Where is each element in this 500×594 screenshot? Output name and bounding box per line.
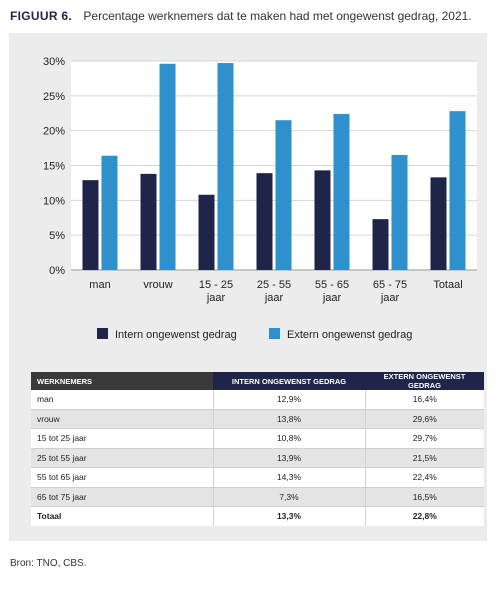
figure-title: FIGUUR 6. Percentage werknemers dat te m…	[10, 9, 472, 23]
row-intern: 10,8%	[212, 428, 366, 449]
row-label: 15 tot 25 jaar	[31, 428, 213, 449]
row-extern: 22,4%	[365, 467, 484, 488]
figure-caption: Percentage werknemers dat te maken had m…	[83, 9, 472, 23]
row-intern: 12,9%	[212, 390, 366, 410]
y-tick-label: 15%	[43, 161, 65, 173]
bar-extern	[101, 155, 118, 270]
bar-intern	[314, 170, 331, 270]
figure-panel: 0% 5% 10% 15% 20% 25% 30% man vrouw 15 - 25 jaar 25…	[9, 33, 487, 541]
bar-extern	[217, 63, 234, 271]
x-tick-label: jaar	[380, 292, 400, 304]
legend-label: Intern ongewenst gedrag	[115, 329, 237, 341]
y-tick-label: 30%	[43, 56, 65, 68]
header-extern: EXTERN ONGEWENST GEDRAG	[365, 372, 484, 390]
bar-intern	[140, 173, 157, 270]
header-intern: INTERN ONGEWENST GEDRAG	[213, 372, 365, 390]
bar-extern	[391, 155, 408, 270]
row-label: 55 tot 65 jaar	[31, 467, 213, 488]
x-tick-label: 65 - 75	[373, 279, 407, 291]
bar-intern	[82, 180, 99, 270]
y-tick-label: 5%	[49, 230, 65, 242]
table-header-row: WERKNEMERS INTERN ONGEWENST GEDRAG EXTER…	[31, 372, 484, 390]
legend-swatch	[269, 328, 280, 339]
table-row: 15 tot 25 jaar 10,8% 29,7%	[31, 428, 484, 449]
total-extern: 22,8%	[365, 506, 484, 526]
bar-intern	[372, 219, 389, 270]
x-tick-label: jaar	[206, 292, 226, 304]
bar-intern	[198, 194, 215, 270]
bar-extern	[449, 111, 466, 270]
table-row: vrouw 13,8% 29,6%	[31, 409, 484, 429]
bar-intern	[430, 177, 447, 270]
row-extern: 29,6%	[365, 409, 484, 429]
table-row: man 12,9% 16,4%	[31, 390, 484, 410]
legend-swatch	[97, 328, 108, 339]
row-intern: 7,3%	[212, 487, 366, 507]
row-extern: 16,4%	[365, 390, 484, 410]
row-intern: 14,3%	[212, 467, 366, 488]
table-row: 65 tot 75 jaar 7,3% 16,5%	[31, 487, 484, 507]
x-tick-label: 15 - 25	[199, 279, 233, 291]
y-tick-label: 25%	[43, 91, 65, 103]
bar-chart: 0%5%10%15%20%25%30%man vrouw 15 - 25jaar25…	[43, 56, 477, 341]
row-label: 65 tot 75 jaar	[31, 487, 213, 507]
data-table: WERKNEMERS INTERN ONGEWENST GEDRAG EXTER…	[31, 372, 484, 526]
figure-label: FIGUUR 6.	[10, 9, 73, 23]
bar-extern	[159, 63, 176, 270]
bar-extern	[333, 113, 350, 271]
x-tick-label: 25 - 55	[257, 279, 291, 291]
y-tick-label: 20%	[43, 126, 65, 138]
x-tick-label: jaar	[322, 292, 342, 304]
row-intern: 13,8%	[212, 409, 366, 429]
row-label: man	[31, 390, 213, 410]
row-extern: 16,5%	[365, 487, 484, 507]
header-werknemers: WERKNEMERS	[31, 372, 213, 390]
total-intern: 13,3%	[212, 506, 366, 526]
row-label: 25 tot 55 jaar	[31, 448, 213, 468]
x-tick-label: Totaal	[433, 279, 462, 291]
row-label: vrouw	[31, 409, 213, 429]
y-tick-label: 10%	[43, 195, 65, 207]
table-total-row: Totaal 13,3% 22,8%	[31, 506, 484, 526]
total-label: Totaal	[31, 506, 213, 526]
x-tick-label: man	[89, 279, 110, 291]
source-note: Bron: TNO, CBS.	[10, 558, 87, 569]
row-extern: 21,5%	[365, 448, 484, 468]
row-extern: 29,7%	[365, 428, 484, 449]
table-row: 25 tot 55 jaar 13,9% 21,5%	[31, 448, 484, 468]
row-intern: 13,9%	[212, 448, 366, 468]
bar-intern	[256, 173, 273, 270]
legend-label: Extern ongewenst gedrag	[287, 329, 412, 341]
bar-extern	[275, 120, 292, 270]
table-row: 55 tot 65 jaar 14,3% 22,4%	[31, 467, 484, 488]
x-tick-label: jaar	[264, 292, 284, 304]
x-tick-label: vrouw	[143, 279, 172, 291]
x-tick-label: 55 - 65	[315, 279, 349, 291]
y-tick-label: 0%	[49, 265, 65, 277]
